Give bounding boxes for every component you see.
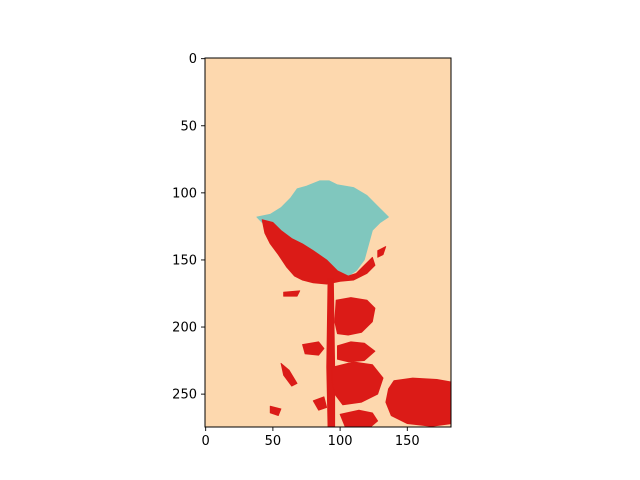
leaf-bottom-small xyxy=(339,409,379,427)
x-tick-label: 50 xyxy=(265,434,282,449)
fragment-stray-4 xyxy=(312,396,328,411)
leaf-bottom-right xyxy=(385,377,451,427)
leaf-middle xyxy=(336,341,376,363)
x-tick-label: 0 xyxy=(202,434,210,449)
y-tick-label: 0 xyxy=(189,52,197,67)
y-tick-label: 100 xyxy=(172,186,197,201)
bloom-lower-petals xyxy=(261,219,376,285)
stem xyxy=(326,278,336,427)
axes-frame xyxy=(204,57,452,428)
y-tick-label: 250 xyxy=(172,388,197,403)
fragment-stray-3 xyxy=(269,405,282,417)
leaf-upper xyxy=(334,297,376,336)
y-tick-label: 150 xyxy=(172,253,197,268)
axes: 0 50 100 150 0 50 100 150 200 250 xyxy=(172,52,452,449)
fragment-stray-5 xyxy=(377,246,387,258)
leaf-lower xyxy=(331,361,384,406)
y-tick-label: 50 xyxy=(180,119,197,134)
plot-area xyxy=(205,58,451,427)
fragment-stray-1 xyxy=(283,290,301,297)
x-tick-label: 150 xyxy=(395,434,420,449)
fragment-stray-2 xyxy=(280,362,298,387)
x-tick-label: 100 xyxy=(328,434,353,449)
y-tick-label: 200 xyxy=(172,321,197,336)
fragment-left-branch xyxy=(302,341,325,356)
